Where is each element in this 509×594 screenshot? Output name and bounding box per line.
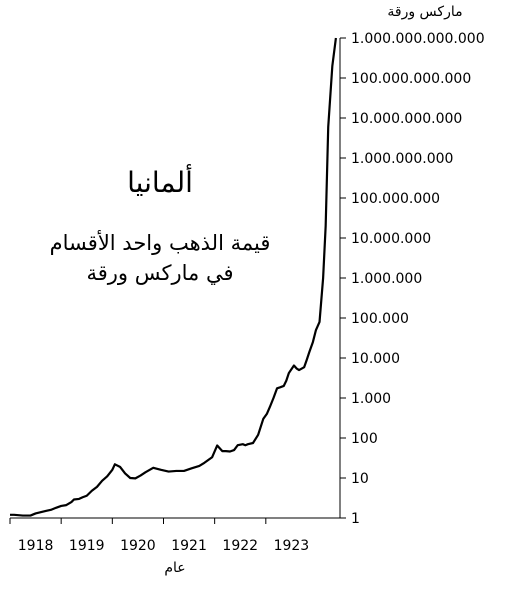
y-tick-label: 1 bbox=[351, 511, 360, 527]
y-tick-label: 10.000.000.000 bbox=[351, 111, 462, 127]
x-tick-label: 1921 bbox=[171, 538, 207, 554]
y-axis: 1 10 100 1.000 10.000 100.000 1.000.000 10.000.… bbox=[339, 31, 485, 527]
x-axis-label: عام bbox=[164, 560, 186, 576]
y-tick-label: 1.000.000 bbox=[351, 271, 422, 287]
y-axis-label: ماركس ورقة bbox=[387, 4, 463, 20]
y-tick-label: 1.000.000.000 bbox=[351, 151, 453, 167]
y-tick-label: 1.000 bbox=[351, 391, 391, 407]
series-line bbox=[10, 37, 338, 517]
x-tick-label: 1919 bbox=[69, 538, 105, 554]
y-tick-label: 100.000.000 bbox=[351, 191, 440, 207]
chart-title: ألمانيا bbox=[127, 166, 193, 199]
x-tick-label: 1922 bbox=[222, 538, 258, 554]
x-tick-label: 1920 bbox=[120, 538, 156, 554]
y-tick-label: 10.000 bbox=[351, 351, 400, 367]
y-tick-label: 100.000.000.000 bbox=[351, 71, 471, 87]
y-tick-label: 1.000.000.000.000 bbox=[351, 31, 485, 47]
x-tick-label: 1918 bbox=[18, 538, 54, 554]
y-tick-label: 100 bbox=[351, 431, 378, 447]
y-tick-label: 100.000 bbox=[351, 311, 409, 327]
x-axis: 1918 1919 1920 1921 1922 1923 bbox=[9, 517, 340, 554]
y-tick-label: 10 bbox=[351, 471, 369, 487]
x-tick-label: 1923 bbox=[274, 538, 310, 554]
y-tick-label: 10.000.000 bbox=[351, 231, 431, 247]
chart-subtitle: قيمة الذهب واحد الأقسام في ماركس ورقة bbox=[49, 231, 271, 285]
series bbox=[10, 37, 338, 517]
